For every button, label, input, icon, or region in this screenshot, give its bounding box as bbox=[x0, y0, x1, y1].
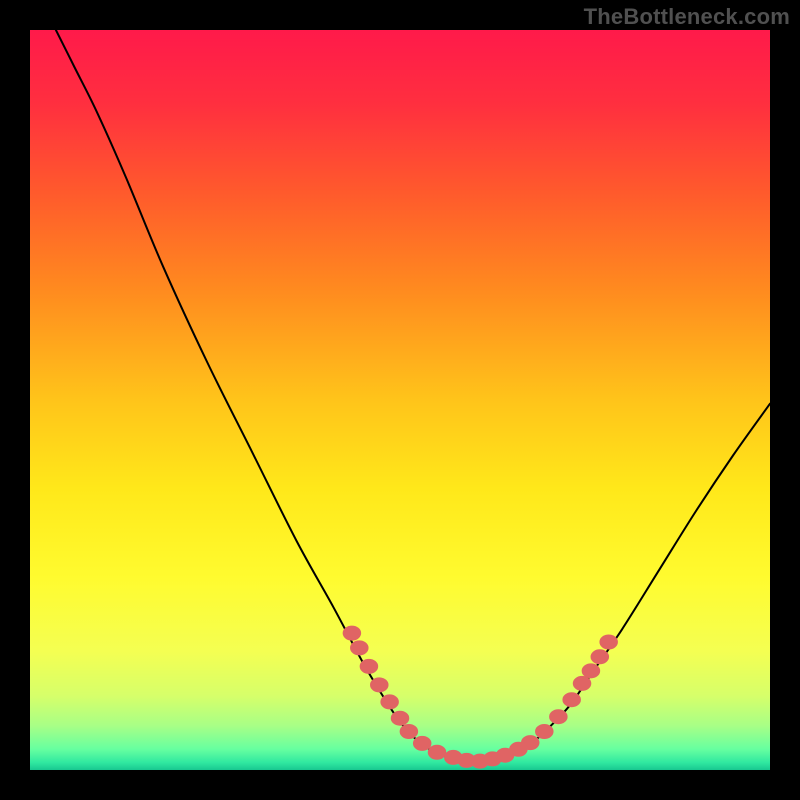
marker-point bbox=[351, 641, 369, 655]
marker-point bbox=[343, 626, 361, 640]
marker-point bbox=[582, 664, 600, 678]
marker-point bbox=[360, 659, 378, 673]
marker-point bbox=[563, 693, 581, 707]
marker-point bbox=[600, 635, 618, 649]
bottleneck-chart: TheBottleneck.com bbox=[0, 0, 800, 800]
watermark-text: TheBottleneck.com bbox=[584, 4, 790, 30]
marker-point bbox=[536, 725, 554, 739]
marker-point bbox=[381, 695, 399, 709]
marker-point bbox=[550, 710, 568, 724]
chart-svg bbox=[0, 0, 800, 800]
marker-point bbox=[428, 745, 446, 759]
marker-point bbox=[400, 725, 418, 739]
marker-point bbox=[391, 711, 409, 725]
marker-point bbox=[521, 736, 539, 750]
plot-background-gradient bbox=[30, 30, 770, 770]
marker-point bbox=[413, 736, 431, 750]
marker-point bbox=[371, 678, 389, 692]
marker-point bbox=[573, 676, 591, 690]
marker-point bbox=[591, 650, 609, 664]
